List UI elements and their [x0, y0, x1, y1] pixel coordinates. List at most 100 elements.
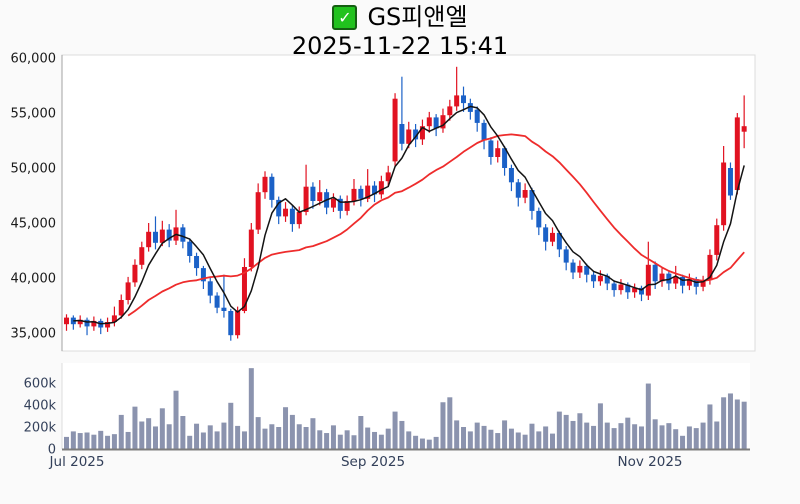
candle [618, 284, 624, 291]
price-tick-label: 45,000 [11, 217, 57, 232]
volume-bar [549, 433, 555, 449]
volume-bar [132, 406, 138, 449]
volume-bar [152, 426, 158, 449]
volume-bar [666, 423, 672, 449]
volume-bar [522, 434, 528, 449]
volume-bar [228, 402, 234, 449]
price-tick-label: 60,000 [11, 52, 57, 67]
volume-bar [673, 429, 679, 449]
candle [317, 192, 323, 201]
candle [262, 176, 268, 193]
volume-bar [447, 397, 453, 449]
candle [508, 168, 514, 183]
candle [166, 229, 172, 241]
volume-bar [584, 422, 590, 449]
volume-bar [481, 425, 487, 449]
candle [372, 185, 378, 195]
candle [727, 168, 733, 196]
candle [591, 274, 597, 282]
candle [570, 262, 576, 273]
volume-bar [241, 431, 247, 449]
volume-bar [200, 432, 206, 449]
price-tick-label: 40,000 [11, 272, 57, 287]
candle [118, 300, 124, 316]
volume-bar [276, 427, 282, 449]
volume-bar [111, 434, 117, 449]
candle [659, 273, 665, 282]
candle [454, 95, 460, 107]
candle [502, 148, 508, 168]
volume-bar [461, 427, 467, 449]
volume-bar [378, 434, 384, 449]
candle [536, 210, 542, 228]
volume-bar [310, 418, 316, 449]
candle [111, 315, 117, 322]
volume-bar [262, 428, 268, 449]
volume-bar [707, 404, 713, 449]
candle [488, 140, 494, 157]
volume-bar [399, 420, 405, 449]
candle [413, 129, 419, 140]
volume-bar [303, 427, 309, 449]
candle [132, 264, 138, 283]
volume-bar [563, 414, 569, 449]
volume-bar [214, 431, 220, 449]
volume-bar [330, 425, 336, 449]
volume-bar [166, 424, 172, 449]
volume-bar [248, 368, 254, 449]
volume-bar [235, 425, 241, 449]
candle [159, 229, 165, 243]
volume-bar [337, 434, 343, 449]
volume-bar [680, 435, 686, 449]
long-term-ma-line [127, 133, 745, 317]
volume-bar [283, 407, 289, 449]
candle [433, 117, 439, 129]
volume-bar [604, 422, 610, 449]
candle [385, 172, 391, 182]
checkbox-icon[interactable]: ✓ [332, 4, 358, 30]
volume-bar [632, 424, 638, 449]
candle [351, 188, 357, 201]
candle [707, 254, 713, 281]
volume-bar [638, 426, 644, 449]
volume-bar [385, 428, 391, 449]
candle [337, 198, 343, 211]
candle [577, 265, 583, 273]
volume-bar [433, 436, 439, 449]
candle [611, 283, 617, 291]
candle [125, 282, 131, 300]
candle [283, 208, 289, 217]
volume-bar [577, 413, 583, 449]
candle [474, 109, 480, 123]
candle [187, 241, 193, 256]
candle [221, 307, 227, 311]
month-tick-label: Jul 2025 [49, 454, 105, 470]
candle [645, 264, 651, 296]
volume-bar [146, 418, 152, 449]
volume-bar [536, 431, 542, 449]
volume-bar [173, 390, 179, 449]
candle [152, 231, 158, 243]
volume-bar [488, 429, 494, 449]
volume-tick-label: 0 [48, 443, 56, 458]
volume-bar [98, 430, 104, 449]
candle [241, 267, 247, 311]
volume-bar [495, 433, 501, 449]
candle [399, 124, 405, 144]
candle [666, 273, 672, 284]
volume-bar [508, 428, 514, 449]
candle [235, 311, 241, 336]
volume-bar [529, 423, 535, 449]
volume-bar [474, 422, 480, 449]
volume-bar [686, 426, 692, 449]
volume-bar [317, 430, 323, 449]
month-tick-label: Sep 2025 [341, 454, 405, 470]
volume-bar [207, 425, 213, 449]
volume-bar [255, 417, 261, 449]
candle [597, 275, 603, 282]
volume-bar [118, 414, 124, 449]
candle [686, 279, 692, 286]
candle [549, 232, 555, 242]
volume-bar [180, 416, 186, 449]
